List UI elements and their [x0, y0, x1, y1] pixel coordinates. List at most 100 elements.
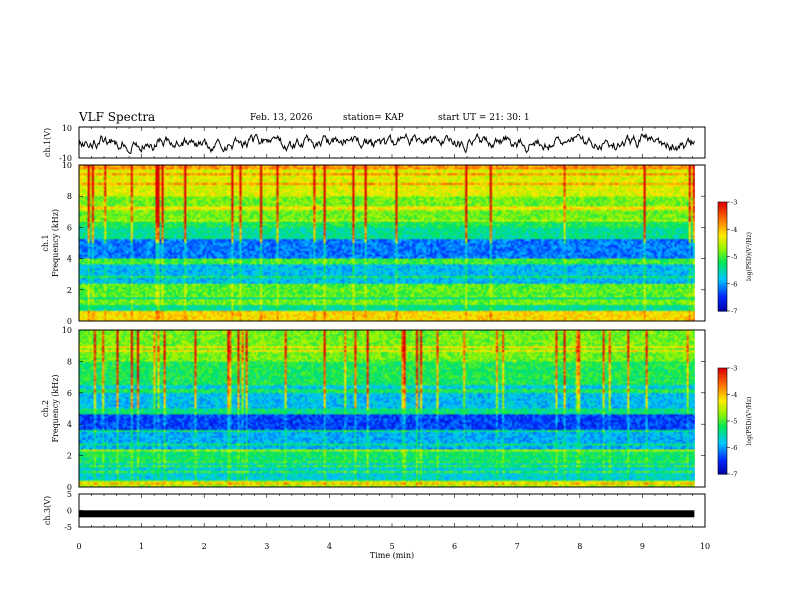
colorbar-swatch: [718, 426, 727, 429]
colorbar-swatch: [718, 419, 727, 422]
ch1-ylabel: ch.1(V): [43, 128, 52, 157]
colorbar-swatch: [718, 369, 727, 373]
colorbar-swatch: [718, 452, 727, 456]
colorbar-swatch: [718, 278, 727, 281]
ch2-spectrogram-border: [78, 329, 706, 488]
ch1-spectrogram-ytick-label: 2: [67, 286, 72, 295]
colorbar-swatch: [718, 421, 727, 424]
colorbar-swatch: [718, 383, 727, 387]
start-time-label: start UT = 21: 30: 1: [438, 113, 530, 123]
colorbar-swatch: [718, 251, 727, 254]
ch1-colorbar: -3 -4 -5 -6 -7 log(PSD)(V²/Hz): [717, 199, 753, 316]
colorbar-swatch: [718, 472, 727, 475]
colorbar-swatch: [718, 291, 727, 294]
colorbar-swatch: [718, 272, 727, 276]
colorbar-swatch: [718, 203, 727, 207]
colorbar-swatch: [718, 263, 727, 267]
figure-title: VLF Spectra: [79, 110, 156, 124]
colorbar-swatch: [718, 385, 727, 389]
ch3-signal-band: [79, 510, 695, 518]
colorbar-swatch: [718, 296, 727, 299]
colorbar-label: log(PSD)(V²/Hz): [746, 232, 753, 281]
ch2-spectrogram-raster: [79, 330, 695, 487]
colorbar-swatch: [718, 375, 727, 378]
colorbar-swatch: [718, 396, 727, 399]
colorbar-swatch: [718, 443, 727, 447]
colorbar-swatch: [718, 433, 727, 436]
colorbar-swatch: [718, 202, 727, 205]
colorbar-swatch: [718, 274, 727, 278]
x-tick-label: 9: [640, 542, 645, 551]
colorbar-swatch: [718, 468, 727, 472]
colorbar-swatch: [718, 424, 727, 427]
colorbar-swatch: [718, 461, 727, 464]
ch3-ytick-label: 0: [67, 507, 72, 516]
x-tick-label: 3: [264, 542, 269, 551]
colorbar-swatch: [718, 292, 727, 296]
colorbar-swatch: [718, 399, 727, 403]
time-axis: 0 1 2 3 4 5 6 7 8 9 10 Time (min): [76, 542, 710, 560]
colorbar-swatch: [718, 373, 727, 376]
colorbar-swatch: [718, 392, 727, 396]
colorbar-swatch: [718, 412, 727, 415]
colorbar-swatch: [718, 225, 727, 229]
colorbar-swatch: [718, 241, 727, 245]
ch2-spectrogram-ytick-label: 4: [67, 420, 72, 429]
colorbar-swatch: [718, 238, 727, 241]
colorbar-swatch: [718, 300, 727, 303]
x-tick-label: 5: [389, 542, 394, 551]
ch2-spectrogram-ytick-label: 10: [62, 326, 72, 335]
ch2-spectrogram-ylabel-frequency: Frequency (kHz): [51, 374, 60, 442]
colorbar-swatch: [718, 303, 727, 307]
ch2-spectrogram-ylabel-channel: ch.2: [41, 400, 50, 417]
colorbar-swatch: [718, 231, 727, 234]
colorbar-swatch: [718, 378, 727, 381]
colorbar-swatch: [718, 428, 727, 431]
colorbar-swatch: [718, 294, 727, 298]
x-tick-label: 4: [327, 542, 332, 551]
colorbar-swatch: [718, 223, 727, 227]
colorbar-swatch: [718, 382, 727, 385]
ch1-spectrogram-ytick-label: 4: [67, 255, 72, 264]
colorbar-label: log(PSD)(V²/Hz): [746, 397, 753, 446]
x-axis-label: Time (min): [370, 551, 414, 560]
colorbar-swatch: [718, 470, 727, 473]
colorbar-swatch: [718, 207, 727, 210]
colorbar-swatch: [718, 415, 727, 419]
colorbar-swatch: [718, 368, 727, 371]
ch1-spectrogram-ytick-label: 10: [62, 161, 72, 170]
colorbar-swatch: [718, 390, 727, 394]
colorbar-swatch: [718, 408, 727, 411]
colorbar-swatch: [718, 463, 727, 466]
colorbar-swatch: [718, 227, 727, 230]
colorbar-swatch: [718, 216, 727, 219]
ch2-spectrogram-ytick-label: 6: [67, 389, 72, 398]
colorbar-swatch: [718, 283, 727, 287]
ch1-spectrogram-border: [78, 164, 706, 322]
colorbar-swatch: [718, 261, 727, 265]
ch1-spectrogram-ytick-label: 0: [67, 317, 72, 326]
colorbar-swatch: [718, 271, 727, 274]
ch1-spectrogram-ytick-label: 6: [67, 223, 72, 232]
ch2-spectrogram-ytick-label: 2: [67, 452, 72, 461]
ch3-waveform-panel: 5 0 -5 ch.3(V): [43, 490, 706, 532]
colorbar-swatch: [718, 212, 727, 216]
ch1-waveform-line: [78, 132, 695, 155]
ch2-spectrogram-panel: 0 2 4 6 8 10 ch.2 Frequency (kHz): [41, 326, 706, 492]
colorbar-swatch: [718, 456, 727, 459]
colorbar-swatch: [718, 436, 727, 440]
colorbar-swatch: [718, 209, 727, 212]
colorbar-swatch: [718, 389, 727, 392]
x-tick-label: 8: [577, 542, 582, 551]
colorbar-swatch: [718, 417, 727, 420]
ch1-spectrogram-ylabel-frequency: Frequency (kHz): [51, 209, 60, 277]
colorbar-swatch: [718, 205, 727, 209]
ch1-ytick-label: -10: [59, 154, 72, 163]
x-tick-label: 1: [139, 542, 144, 551]
ch1-spectrogram-ylabel-channel: ch.1: [41, 234, 50, 251]
colorbar-swatch: [718, 435, 727, 438]
colorbar-swatch: [718, 459, 727, 463]
colorbar-swatch: [718, 447, 727, 450]
colorbar-tick-label: -3: [731, 199, 737, 207]
